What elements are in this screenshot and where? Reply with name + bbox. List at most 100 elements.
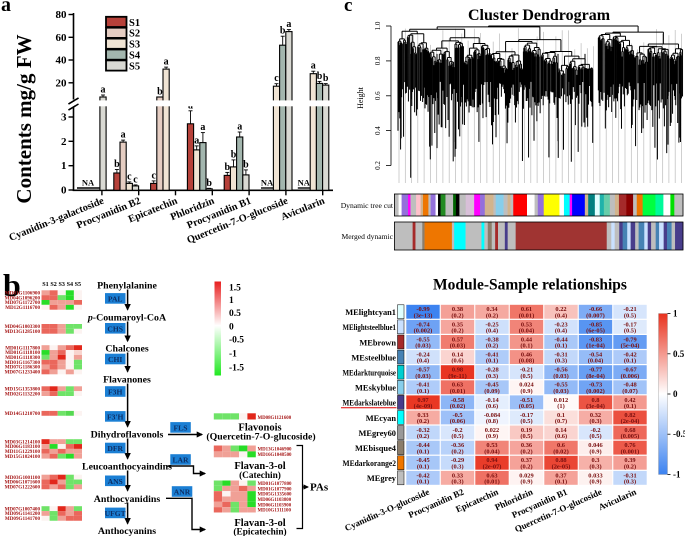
svg-text:(Quercetin-7-O-glucoside): (Quercetin-7-O-glucoside) [206,432,315,443]
svg-text:(0.3): (0.3) [589,418,601,425]
svg-text:-0.79: -0.79 [623,336,636,343]
svg-text:(0.6): (0.6) [486,403,498,410]
svg-text:-0.31: -0.31 [554,352,567,359]
svg-text:(2e-07): (2e-07) [483,463,502,470]
svg-text:(0.1): (0.1) [520,343,532,350]
svg-text:0.5: 0.5 [229,309,241,319]
svg-text:-0.45: -0.45 [485,382,498,389]
svg-text:2: 2 [61,136,67,148]
svg-text:Flavan-3-ol: Flavan-3-ol [234,461,285,472]
svg-text:1: 1 [61,160,67,172]
svg-text:-0.55: -0.55 [554,382,567,389]
svg-text:-0.57: -0.57 [416,367,430,374]
svg-text:-0.67: -0.67 [623,367,637,374]
svg-text:PAL: PAL [108,294,123,303]
svg-text:(0.4): (0.4) [555,328,567,335]
svg-text:UFGT: UFGT [105,509,126,518]
svg-text:-0.25: -0.25 [485,321,498,328]
svg-text:0.61: 0.61 [521,306,532,313]
svg-text:0.53: 0.53 [521,321,532,328]
svg-text:0.19: 0.19 [521,427,532,434]
svg-text:c: c [127,171,132,182]
svg-text:0.63: 0.63 [486,472,497,479]
svg-text:MD01G1077800: MD01G1077800 [258,482,293,487]
svg-text:0.36: 0.36 [521,442,533,449]
svg-text:a: a [194,135,199,146]
svg-text:b: b [317,71,323,82]
svg-text:-1: -1 [229,350,237,360]
svg-text:MD04G1096200: MD04G1096200 [5,295,41,301]
svg-text:Avicularin: Avicularin [597,487,638,513]
svg-text:40: 40 [56,55,68,67]
svg-text:(0.1): (0.1) [417,479,429,486]
svg-text:3: 3 [61,112,67,124]
svg-text:Anthocyanidins: Anthocyanidins [94,494,161,505]
svg-text:0.32: 0.32 [590,412,601,419]
svg-text:0.022: 0.022 [485,427,499,434]
svg-text:0.39: 0.39 [624,457,635,464]
svg-text:(0.08): (0.08) [519,358,534,365]
svg-text:0.4: 0.4 [374,126,382,135]
svg-text:b: b [231,149,237,160]
svg-text:80: 80 [56,9,68,21]
svg-text:S1: S1 [129,18,140,29]
svg-text:S2: S2 [50,282,56,288]
svg-text:Dihydroflavonols: Dihydroflavonols [91,429,164,440]
svg-text:(0.07): (0.07) [622,388,637,395]
svg-text:-0.36: -0.36 [451,442,465,449]
svg-text:MD01G1106900: MD01G1106900 [5,290,41,296]
svg-text:MD03G1001100: MD03G1001100 [5,475,41,481]
svg-text:MD15G1353800: MD15G1353800 [5,386,41,392]
svg-text:LAR: LAR [172,456,189,465]
svg-text:NA: NA [82,178,95,188]
svg-text:MEbrown: MEbrown [359,338,396,347]
svg-text:MD06G1071600: MD06G1071600 [5,480,41,486]
svg-text:-0.44: -0.44 [554,336,568,343]
svg-text:(6e-05): (6e-05) [586,328,605,335]
svg-text:MD06G1183100: MD06G1183100 [5,444,41,450]
svg-text:0.94: 0.94 [486,457,498,464]
svg-text:S2: S2 [129,29,140,40]
svg-text:(0.3): (0.3) [451,463,463,470]
svg-text:a: a [311,61,316,72]
svg-text:(0.9): (0.9) [589,448,601,455]
svg-text:a: a [286,19,291,30]
svg-text:MD07G1233400: MD07G1233400 [5,370,41,376]
svg-text:Chalcones: Chalcones [105,344,149,355]
svg-text:MD07G1172700: MD07G1172700 [5,300,41,306]
svg-text:NA: NA [261,178,274,188]
svg-text:-0.41: -0.41 [416,382,429,389]
svg-text:b: b [225,162,231,173]
svg-text:0.029: 0.029 [519,472,533,479]
svg-text:-0.54: -0.54 [589,352,603,359]
svg-text:0.53: 0.53 [486,442,497,449]
svg-text:0.33: 0.33 [452,472,463,479]
svg-text:(0.01): (0.01) [450,388,465,395]
svg-text:MD01G1118100: MD01G1118100 [5,350,40,356]
svg-text:(0.5): (0.5) [520,418,532,425]
svg-text:0.34: 0.34 [486,306,498,313]
svg-text:0.33: 0.33 [417,412,428,419]
svg-text:Leucoanthocyaindins: Leucoanthocyaindins [82,462,172,473]
svg-text:Anthocyanins: Anthocyanins [98,526,156,536]
svg-text:-0.58: -0.58 [451,397,464,404]
svg-text:(0.2): (0.2) [520,463,532,470]
svg-text:(0.7): (0.7) [555,418,567,425]
svg-text:(0.6): (0.6) [555,433,567,440]
svg-text:MD01G1077900: MD01G1077900 [258,487,293,492]
svg-text:(0.2): (0.2) [417,418,429,425]
svg-text:(Epicatechin): (Epicatechin) [233,526,286,536]
svg-text:CHI: CHI [108,355,122,364]
svg-text:-0.99: -0.99 [416,306,429,313]
svg-text:0.046: 0.046 [588,442,603,449]
svg-text:(0.1): (0.1) [555,479,567,486]
svg-text:c: c [151,170,156,181]
svg-text:MEdarkslateblue: MEdarkslateblue [343,399,397,408]
svg-text:(0.002): (0.002) [414,328,433,335]
svg-text:MD15G1024100: MD15G1024100 [5,454,41,460]
svg-text:(0.6): (0.6) [451,358,463,365]
svg-text:-1.5: -1.5 [229,364,244,374]
svg-text:(0.03): (0.03) [415,343,430,350]
svg-text:Contents mg/g FW: Contents mg/g FW [12,34,36,203]
svg-text:(0.5): (0.5) [451,433,463,440]
